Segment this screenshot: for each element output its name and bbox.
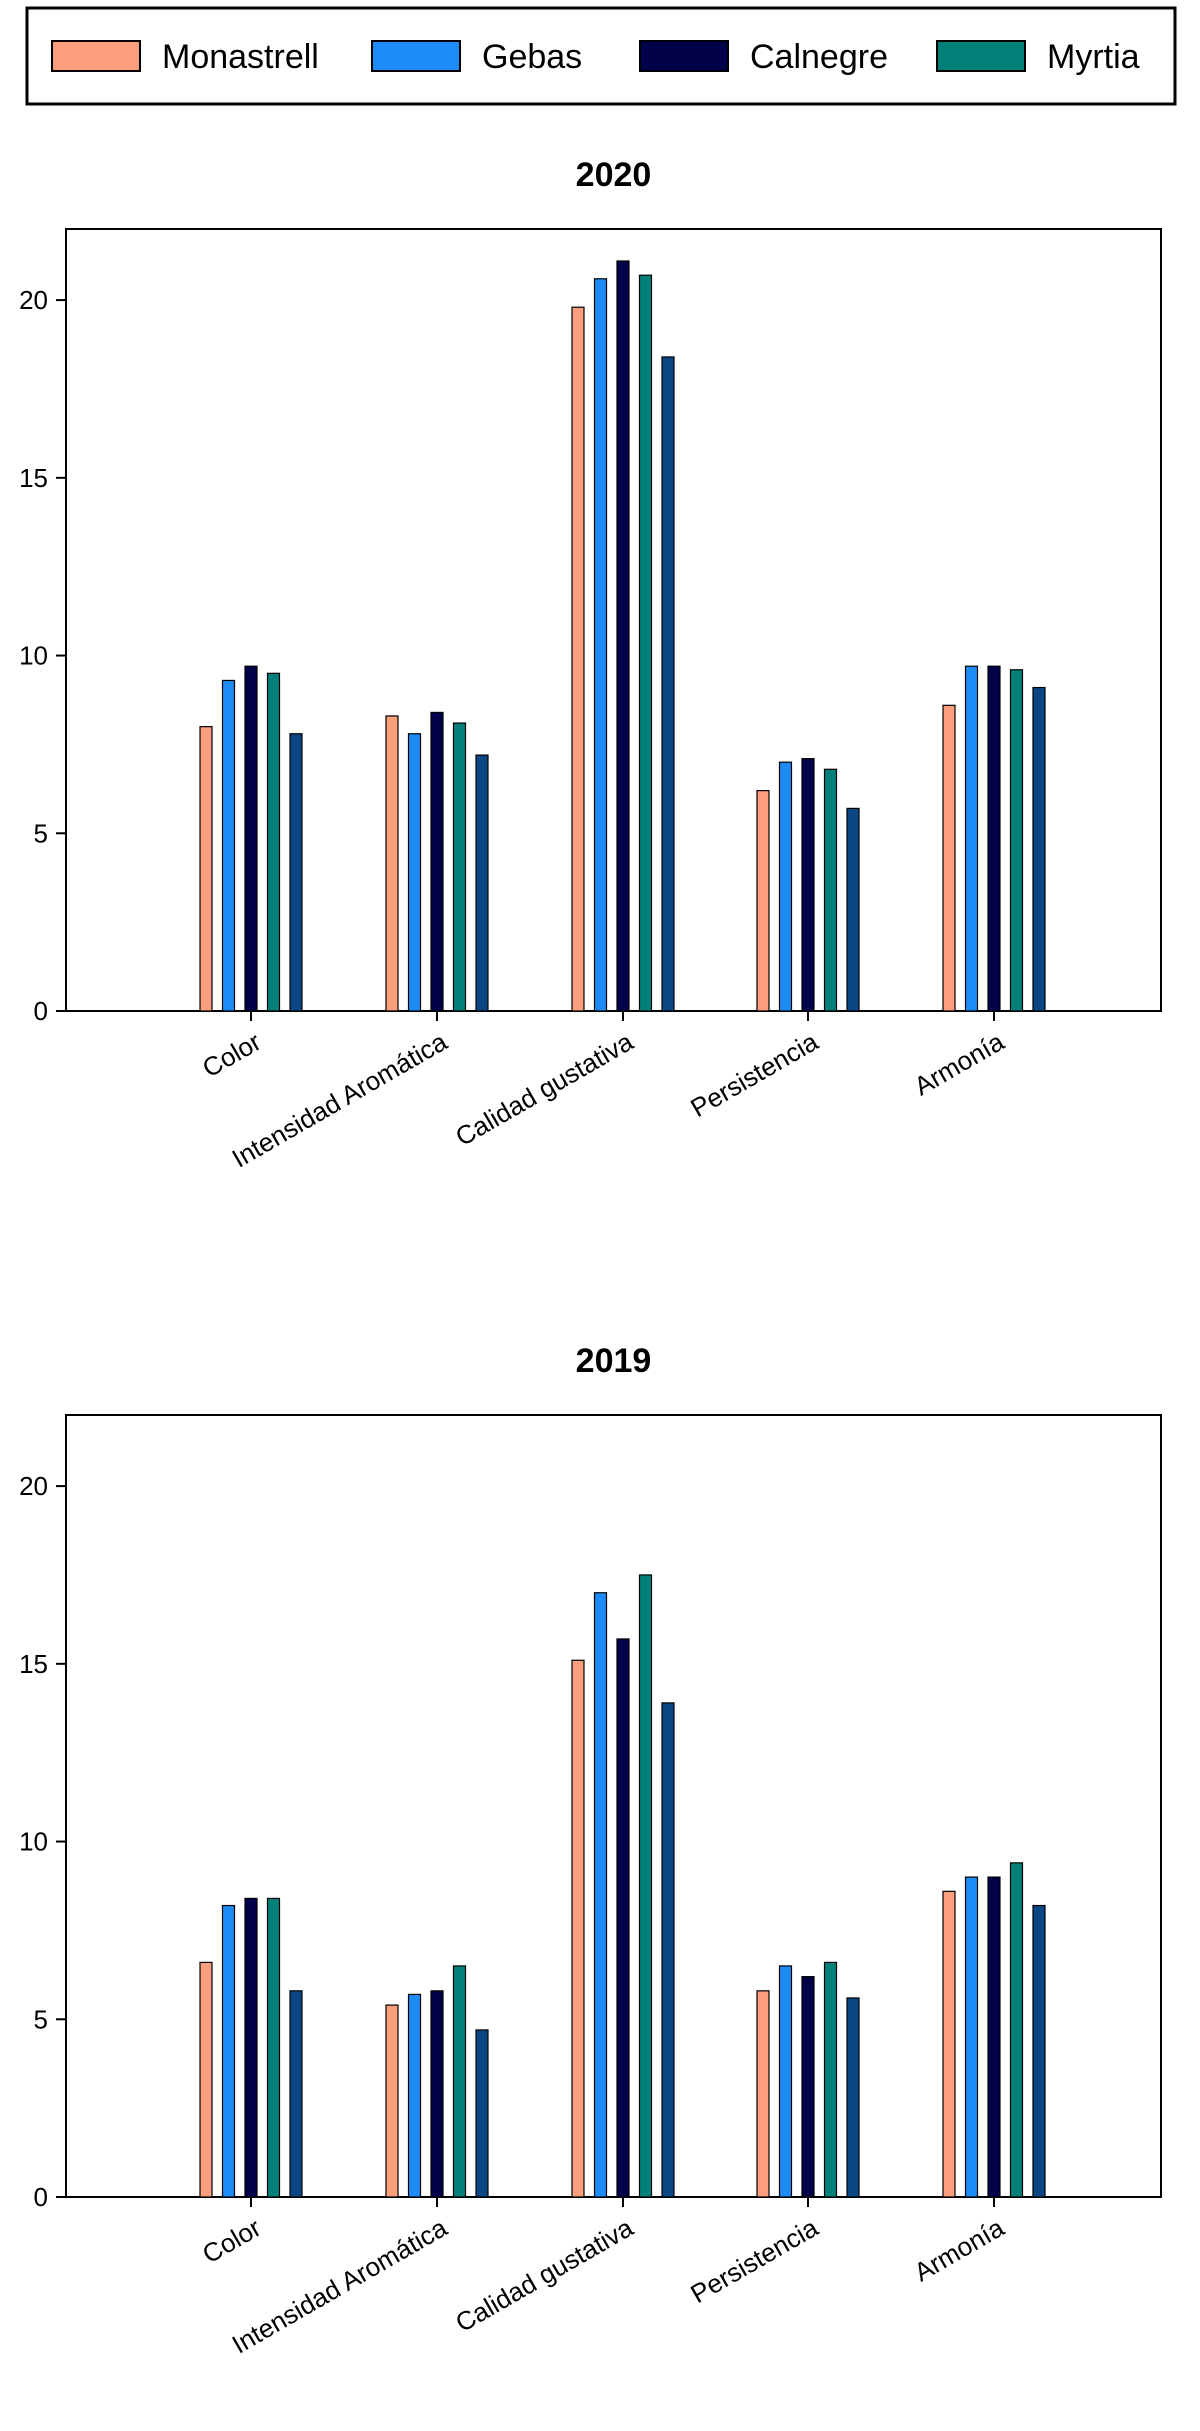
- legend-swatch-monastrell: [51, 40, 141, 72]
- bar-series-5-color: [289, 1990, 303, 2198]
- y-tick-label: 20: [19, 285, 48, 315]
- bar-calnegre-color: [244, 1897, 258, 2198]
- x-tick-label-calidad-gustativa: Calidad gustativa: [450, 1026, 638, 1152]
- bar-calnegre-intensidad-aromatica: [430, 711, 444, 1012]
- bar-monastrell-persistencia: [756, 1990, 770, 2198]
- legend-swatch-myrtia: [936, 40, 1026, 72]
- bar-myrtia-armonia: [1009, 669, 1024, 1012]
- bar-monastrell-color: [199, 1961, 213, 2198]
- bar-gebas-intensidad-aromatica: [407, 1993, 422, 2198]
- bar-gebas-armonia: [964, 1876, 979, 2198]
- y-tick-label: 10: [19, 1827, 48, 1857]
- bar-monastrell-persistencia: [756, 790, 770, 1012]
- bar-monastrell-intensidad-aromatica: [385, 2004, 399, 2198]
- bar-myrtia-color: [266, 1897, 281, 2198]
- bar-gebas-armonia: [964, 665, 979, 1012]
- bar-series-5-color: [289, 733, 303, 1012]
- bar-series-5-intensidad-aromatica: [475, 754, 489, 1012]
- x-tick-label-persistencia: Persistencia: [685, 2212, 823, 2309]
- bar-calnegre-armonia: [987, 665, 1001, 1012]
- legend-label-calnegre: Calnegre: [750, 38, 888, 76]
- y-tick-label: 0: [34, 996, 48, 1026]
- bar-gebas-persistencia: [778, 761, 793, 1012]
- bar-series-5-intensidad-aromatica: [475, 2029, 489, 2198]
- bar-gebas-calidad-gustativa: [593, 1592, 608, 2198]
- bar-series-5-persistencia: [846, 807, 860, 1012]
- x-tick-label-armonia: Armonía: [909, 2212, 1010, 2287]
- bar-myrtia-intensidad-aromatica: [452, 722, 467, 1012]
- bar-series-5-persistencia: [846, 1997, 860, 2198]
- x-tick-label-persistencia: Persistencia: [685, 1026, 823, 1123]
- y-tick-label: 15: [19, 1649, 48, 1679]
- bar-monastrell-intensidad-aromatica: [385, 715, 399, 1012]
- y-tick-label: 5: [34, 2004, 48, 2034]
- y-tick-label: 20: [19, 1471, 48, 1501]
- bar-calnegre-persistencia: [801, 758, 815, 1012]
- y-tick-label: 10: [19, 641, 48, 671]
- bar-gebas-persistencia: [778, 1965, 793, 2198]
- chart-title: 2019: [576, 1342, 652, 1380]
- bar-calnegre-calidad-gustativa: [616, 260, 630, 1012]
- bar-monastrell-color: [199, 726, 213, 1012]
- x-tick-label-color: Color: [197, 2212, 266, 2269]
- bar-gebas-color: [221, 1904, 236, 2198]
- legend: Monastrell Gebas Calnegre Myrtia: [25, 6, 1177, 106]
- legend-label-gebas: Gebas: [482, 38, 582, 76]
- bar-calnegre-persistencia: [801, 1976, 815, 2198]
- bar-gebas-calidad-gustativa: [593, 278, 608, 1012]
- legend-label-monastrell: Monastrell: [162, 38, 319, 76]
- chart-title: 2020: [576, 156, 652, 194]
- bar-monastrell-calidad-gustativa: [571, 306, 585, 1012]
- bar-gebas-intensidad-aromatica: [407, 733, 422, 1012]
- bar-calnegre-calidad-gustativa: [616, 1638, 630, 2198]
- bar-series-5-calidad-gustativa: [661, 1702, 675, 2198]
- plot-area: [65, 1414, 1162, 2198]
- bar-myrtia-color: [266, 672, 281, 1012]
- x-tick-label-calidad-gustativa: Calidad gustativa: [450, 2212, 638, 2338]
- bar-myrtia-calidad-gustativa: [638, 1574, 653, 2198]
- bar-monastrell-armonia: [942, 704, 956, 1012]
- legend-label-myrtia: Myrtia: [1047, 38, 1140, 76]
- bar-monastrell-calidad-gustativa: [571, 1659, 585, 2198]
- bar-series-5-armonia: [1032, 1904, 1046, 2198]
- bar-myrtia-persistencia: [823, 768, 838, 1012]
- bar-myrtia-calidad-gustativa: [638, 274, 653, 1012]
- y-tick-label: 5: [34, 818, 48, 848]
- bar-calnegre-intensidad-aromatica: [430, 1990, 444, 2198]
- bar-calnegre-armonia: [987, 1876, 1001, 2198]
- legend-swatch-gebas: [371, 40, 461, 72]
- x-tick-label-armonia: Armonía: [909, 1026, 1010, 1101]
- legend-swatch-calnegre: [639, 40, 729, 72]
- bar-myrtia-persistencia: [823, 1961, 838, 2198]
- y-tick-label: 0: [34, 2182, 48, 2212]
- y-tick-label: 15: [19, 463, 48, 493]
- bar-calnegre-color: [244, 665, 258, 1012]
- x-tick-label-color: Color: [197, 1026, 266, 1083]
- plot-area: [65, 228, 1162, 1012]
- bar-monastrell-armonia: [942, 1890, 956, 2198]
- bar-series-5-calidad-gustativa: [661, 356, 675, 1012]
- bar-myrtia-armonia: [1009, 1862, 1024, 2198]
- bar-series-5-armonia: [1032, 686, 1046, 1012]
- bar-myrtia-intensidad-aromatica: [452, 1965, 467, 2198]
- bar-gebas-color: [221, 679, 236, 1012]
